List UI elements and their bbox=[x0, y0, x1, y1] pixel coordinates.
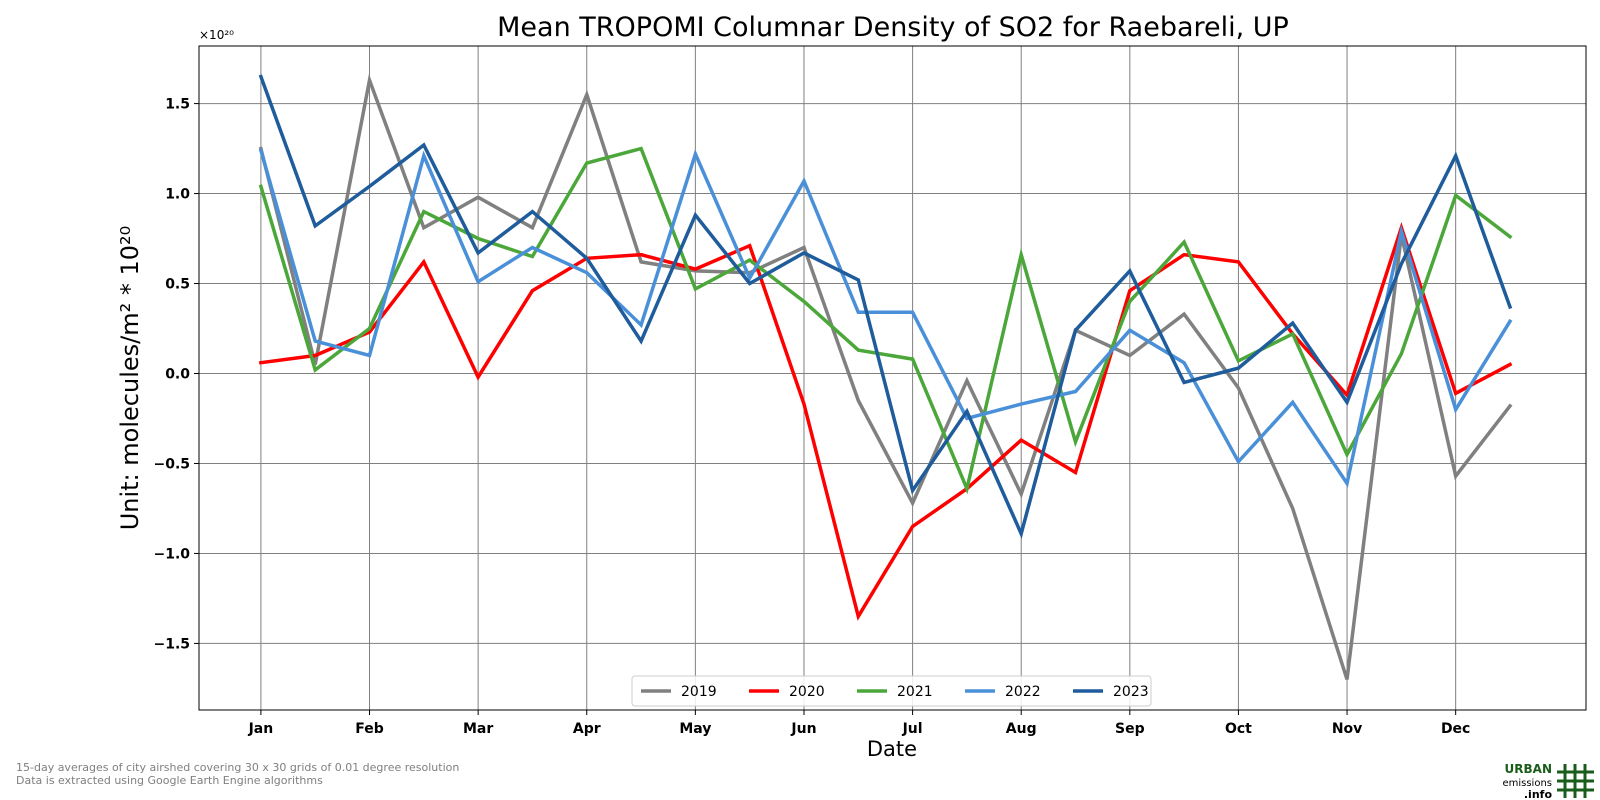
logo-word: .info bbox=[1524, 788, 1553, 800]
x-tick-label: Dec bbox=[1441, 721, 1470, 737]
x-tick-label: Sep bbox=[1115, 721, 1145, 737]
series-line-2019 bbox=[258, 73, 1513, 680]
y-axis-label: Unit: molecules/m² * 10²⁰ bbox=[116, 226, 144, 531]
series-lines bbox=[258, 73, 1513, 680]
x-tick-label: Feb bbox=[355, 721, 384, 737]
series-line-2021 bbox=[258, 146, 1513, 495]
legend-label: 2020 bbox=[789, 684, 825, 700]
chart-title: Mean TROPOMI Columnar Density of SO2 for… bbox=[497, 12, 1289, 43]
y-tick-label: −1.5 bbox=[153, 636, 190, 652]
logo-word: emissions bbox=[1502, 778, 1552, 789]
x-tick-label: Jun bbox=[790, 721, 816, 737]
legend-label: 2023 bbox=[1113, 684, 1149, 700]
x-tick-label: Aug bbox=[1006, 721, 1037, 737]
plot-frame bbox=[198, 45, 1587, 711]
y-multiplier-label: ×10²⁰ bbox=[199, 28, 234, 42]
x-axis-ticks: Jan Feb Mar Apr May Jun Jul Aug Sep Oct Nov Dec bbox=[248, 710, 1470, 737]
legend-label: 2021 bbox=[897, 684, 933, 700]
footnote-line-1: 15-day averages of city airshed covering… bbox=[16, 761, 460, 774]
x-axis-label: Date bbox=[867, 737, 917, 761]
y-tick-label: 0.0 bbox=[165, 367, 190, 383]
x-tick-label: Mar bbox=[463, 721, 493, 737]
x-tick-label: Nov bbox=[1332, 721, 1362, 737]
y-tick-label: 1.0 bbox=[165, 187, 190, 203]
y-tick-label: −0.5 bbox=[153, 456, 190, 472]
logo-word: URBAN bbox=[1505, 762, 1552, 776]
legend-label: 2019 bbox=[681, 684, 717, 700]
legend: 2019 2020 2021 2022 2023 bbox=[631, 675, 1152, 707]
x-tick-label: Apr bbox=[573, 721, 601, 737]
y-tick-label: 1.5 bbox=[165, 97, 190, 113]
x-tick-label: Jul bbox=[902, 721, 923, 737]
urban-emissions-logo: URBAN emissions .info bbox=[1502, 762, 1594, 800]
y-axis-ticks: 1.5 1.0 0.5 0.0 −0.5 −1.0 −1.5 bbox=[153, 97, 199, 652]
x-tick-label: Oct bbox=[1225, 721, 1252, 737]
y-tick-label: 0.5 bbox=[165, 277, 190, 293]
footnote-line-2: Data is extracted using Google Earth Eng… bbox=[16, 774, 323, 787]
series-line-2023 bbox=[258, 74, 1513, 539]
x-tick-label: Jan bbox=[248, 721, 274, 737]
grid-logo-icon bbox=[1557, 764, 1594, 798]
series-line-2020 bbox=[258, 222, 1513, 621]
legend-frame bbox=[631, 675, 1152, 707]
series-line-2022 bbox=[258, 148, 1513, 488]
grid bbox=[199, 46, 1586, 710]
y-tick-label: −1.0 bbox=[153, 546, 190, 562]
x-tick-label: May bbox=[679, 721, 711, 737]
legend-label: 2022 bbox=[1005, 684, 1041, 700]
